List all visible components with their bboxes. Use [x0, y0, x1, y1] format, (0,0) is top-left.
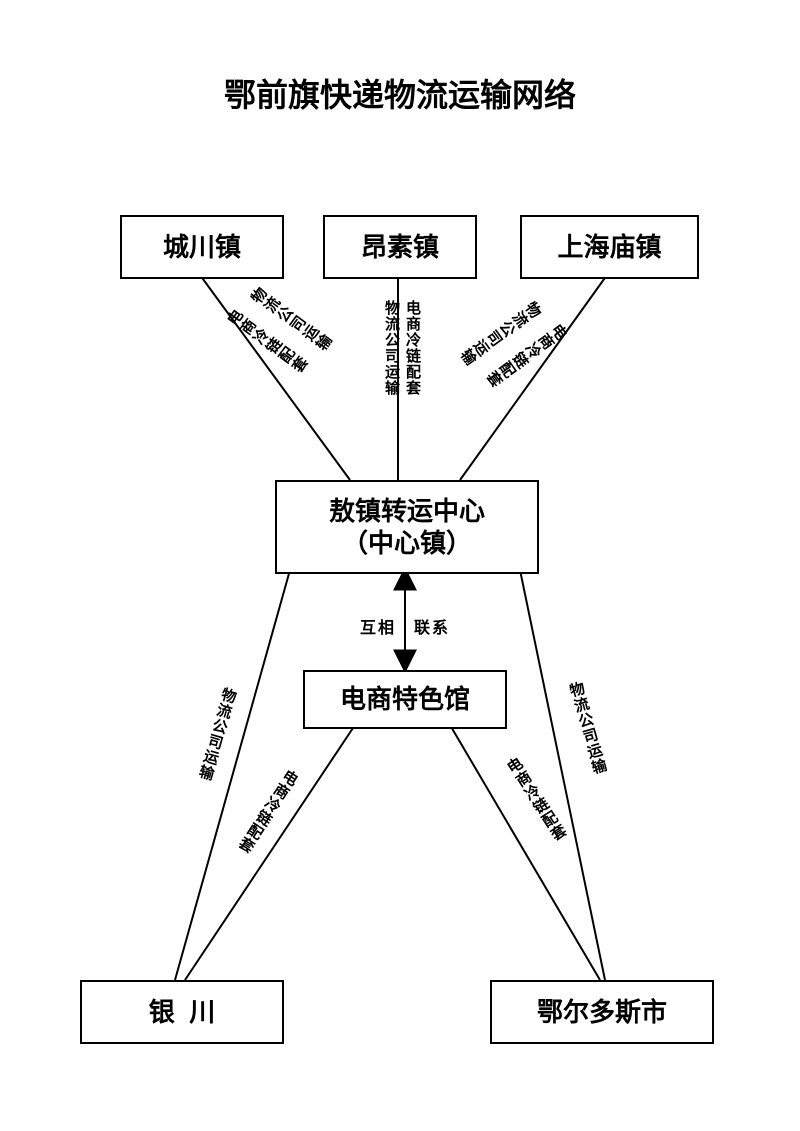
- node-eerduosi: 鄂尔多斯市: [490, 980, 714, 1044]
- node-angsu: 昂素镇: [323, 215, 477, 279]
- edge-label-l6: 物流公司运输: [564, 679, 611, 777]
- node-shanghai: 上海庙镇: [520, 215, 699, 279]
- edge-label-l8: 电商冷链配套: [501, 754, 571, 846]
- diagram-page: 鄂前旗快递物流运输网络 城川镇昂素镇上海庙镇敖镇转运中心 （中心镇） 电商特色馆银…: [0, 0, 800, 1131]
- edge-label-l4r: 联系: [414, 614, 450, 638]
- node-chengchuan: 城川镇: [120, 215, 284, 279]
- edge-label-l2b: 电商冷链配套: [402, 300, 423, 396]
- edge-label-l4l: 互相: [360, 614, 396, 638]
- node-yinchuan: 银 川: [80, 980, 284, 1044]
- node-eshop: 电商特色馆: [303, 670, 507, 729]
- edge-e5: [175, 570, 290, 980]
- edge-label-l2a: 物流公司运输: [381, 300, 402, 396]
- diagram-title: 鄂前旗快递物流运输网络: [0, 70, 800, 116]
- edge-label-l5: 物流公司运输: [194, 685, 241, 783]
- node-center: 敖镇转运中心 （中心镇）: [275, 480, 539, 574]
- edge-label-l7: 电商冷链配套: [233, 765, 303, 857]
